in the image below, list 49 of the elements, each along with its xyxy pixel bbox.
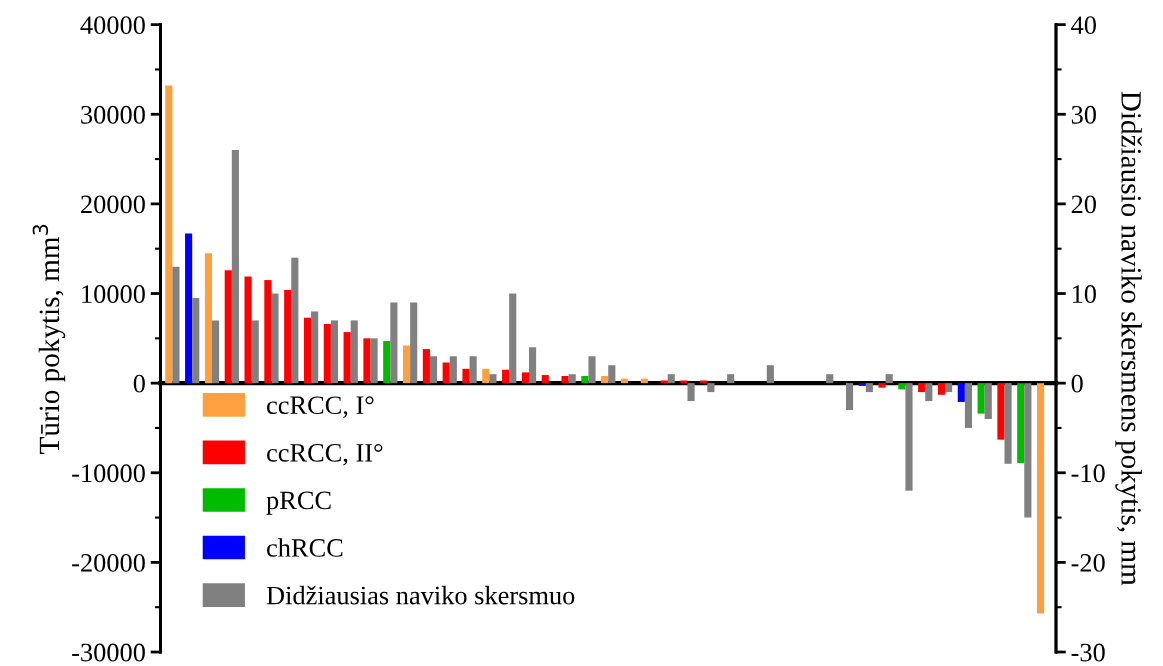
y-tick-label: -10000	[72, 464, 145, 483]
bar	[1036, 383, 1045, 614]
y-tick-label: 0	[133, 374, 145, 393]
y2-tick-label: 40	[1071, 16, 1096, 35]
y-tick-label: 30000	[81, 105, 145, 124]
bar	[865, 383, 873, 393]
bar	[680, 380, 688, 384]
y2-tick-label: 30	[1071, 105, 1096, 124]
bar	[541, 375, 549, 384]
y2-axis-title: Didžiausio naviko skersmens pokytis, mm	[1115, 91, 1142, 586]
bar	[204, 253, 213, 384]
y-tick-label: 40000	[80, 16, 145, 35]
bar	[165, 85, 173, 384]
legend-label: chRCC	[267, 538, 343, 557]
bar	[885, 374, 893, 384]
y2-tick-label: -30	[1071, 643, 1105, 662]
legend-label: ccRCC, I°	[267, 396, 374, 418]
bar	[846, 383, 854, 411]
y-tick-label: 10000	[82, 285, 145, 303]
legend-label: pRCC	[266, 491, 331, 515]
bar	[707, 383, 715, 393]
bar	[231, 150, 239, 384]
bar	[502, 369, 510, 384]
y2-tick-label: -20	[1071, 554, 1105, 572]
bar	[898, 383, 906, 390]
y-axis-title: Tūrio pokytis, mm$^{3}$	[32, 224, 66, 454]
bar	[687, 383, 695, 402]
bar	[588, 356, 596, 384]
y2-tick-label: 20	[1071, 195, 1096, 214]
bar	[905, 383, 913, 491]
bar	[766, 365, 774, 384]
y2-tick-label: -10	[1071, 464, 1105, 483]
bar	[700, 380, 708, 384]
bar	[529, 347, 537, 384]
y-tick-label: 20000	[81, 195, 145, 214]
bar	[608, 365, 616, 384]
bar	[878, 383, 886, 388]
y2-tick-label: 10	[1072, 285, 1096, 303]
legend-label: ccRCC, II°	[267, 443, 383, 466]
bar	[826, 374, 834, 384]
bar	[727, 374, 735, 384]
bar	[410, 302, 418, 384]
y-tick-label: -20000	[72, 554, 145, 572]
bar	[964, 383, 972, 428]
y-tick-label: -30000	[72, 643, 145, 662]
legend-label: Didžiausias naviko skersmuo	[266, 585, 575, 605]
bar	[509, 293, 517, 384]
y2-tick-label: 0	[1071, 374, 1083, 393]
bar	[667, 374, 675, 384]
